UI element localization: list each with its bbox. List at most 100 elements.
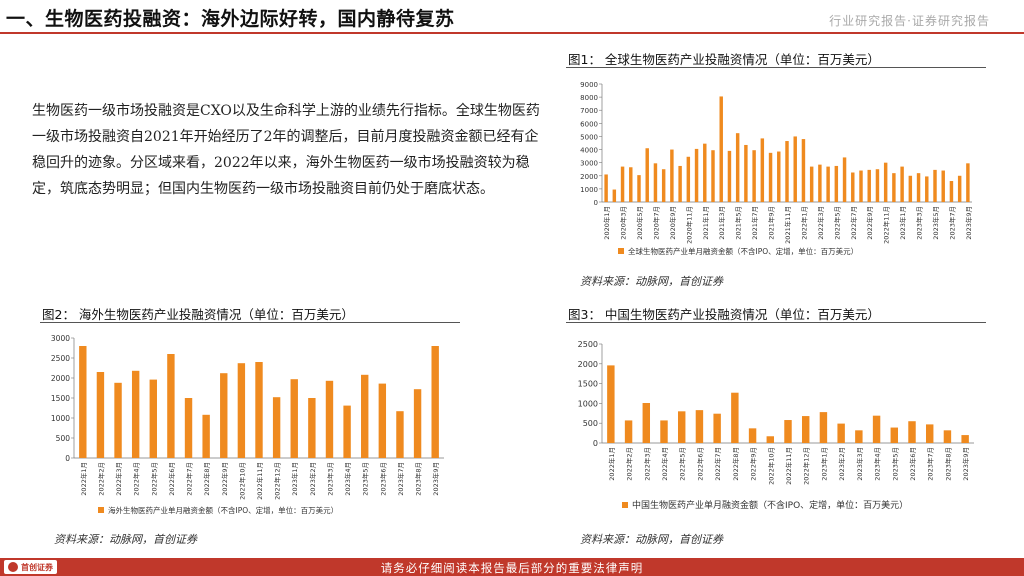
x-tick-label: 2023年1月 (290, 462, 299, 496)
bar (290, 379, 298, 458)
bar (908, 175, 913, 202)
x-tick-label: 2023年5月 (931, 206, 940, 240)
bar (943, 430, 952, 443)
x-tick-label: 2022年3月 (642, 447, 651, 481)
x-tick-label: 2022年4月 (660, 447, 669, 481)
bar (661, 169, 666, 202)
legend-label: 中国生物医药产业单月融资金额（不含IPO、定增，单位：百万美元） (632, 499, 908, 511)
bar (908, 421, 916, 443)
bar (308, 398, 316, 458)
x-tick-label: 2022年1月 (79, 462, 88, 496)
y-tick-label: 2000 (578, 360, 598, 369)
y-tick-label: 1000 (578, 399, 598, 408)
y-tick-label: 0 (594, 199, 598, 207)
figure2-source: 资料来源：动脉网，首创证券 (54, 533, 197, 546)
bar (645, 148, 649, 202)
bar (883, 162, 888, 202)
bar (620, 166, 625, 202)
x-tick-label: 2023年8月 (414, 462, 423, 496)
bar (793, 136, 797, 202)
x-tick-label: 2023年1月 (819, 447, 828, 481)
x-tick-label: 2023年2月 (837, 447, 846, 481)
bar (670, 149, 674, 202)
bar (612, 189, 617, 202)
bar (867, 169, 871, 202)
bar (660, 420, 668, 443)
bar (748, 428, 757, 443)
figure3-chart: 0 500 1000 1500 2000 2500 2022年1月 2022年2月 2022年3… (578, 340, 974, 511)
x-tick-label: 2022年2月 (625, 447, 634, 481)
x-tick-label: 2022年2月 (96, 462, 105, 496)
legend-swatch (618, 248, 624, 254)
bar (785, 141, 789, 202)
x-tick-label: 2021年5月 (734, 206, 743, 240)
x-tick-label: 2022年9月 (865, 206, 874, 240)
x-tick-label: 2022年9月 (749, 447, 758, 481)
x-tick-label: 2021年1月 (701, 206, 710, 240)
body-paragraph: 生物医药一级市场投融资是CXO以及生命科学上游的业绩先行指标。全球生物医药一级市… (32, 103, 540, 197)
x-tick-label: 2022年8月 (202, 462, 211, 496)
bar (642, 403, 651, 443)
figure1-title-rule (566, 67, 986, 68)
figure2-title: 图2： 海外生物医药产业投融资情况（单位：百万美元） (42, 307, 354, 322)
x-tick-label: 2021年7月 (750, 206, 759, 240)
bar (801, 139, 806, 202)
x-tick-label: 2023年7月 (396, 462, 405, 496)
y-tick-label: 6000 (580, 120, 598, 128)
figure3-source: 资料来源：动脉网，首创证券 (580, 533, 723, 546)
bar (396, 411, 404, 458)
bar (677, 411, 686, 443)
figure2-title-rule (40, 322, 460, 323)
bar (624, 420, 633, 443)
bar (925, 424, 934, 443)
bar (607, 365, 615, 443)
bar (744, 144, 748, 202)
bar (961, 435, 969, 443)
bar (809, 166, 814, 202)
x-tick-label: 2022年3月 (114, 462, 123, 496)
bar (957, 175, 962, 202)
bar (826, 166, 830, 202)
bar (114, 382, 122, 458)
x-tick-label: 2023年3月 (325, 462, 334, 496)
bar (801, 416, 810, 443)
bar (202, 414, 210, 458)
bar (966, 163, 970, 202)
bar (719, 96, 723, 202)
bar (837, 423, 845, 443)
y-tick-label: 1000 (51, 414, 70, 423)
bar (220, 373, 228, 458)
x-tick-label: 2023年9月 (964, 206, 973, 240)
x-tick-label: 2023年4月 (873, 447, 882, 481)
x-tick-label: 2022年10月 (766, 447, 775, 485)
bar (735, 133, 740, 202)
bar (890, 427, 899, 443)
x-tick-label: 2022年11月 (784, 447, 793, 485)
bar (325, 380, 334, 458)
x-tick-label: 2022年6月 (695, 447, 704, 481)
bar (413, 389, 422, 458)
y-tick-label: 0 (593, 439, 598, 448)
bar (760, 138, 765, 202)
x-tick-label: 2020年9月 (668, 206, 677, 240)
x-tick-label: 2022年12月 (273, 462, 282, 500)
bar (604, 174, 608, 202)
bar (711, 150, 715, 202)
x-tick-label: 2022年7月 (849, 206, 858, 240)
logo-text: 首创证券 (21, 562, 53, 572)
bar (872, 415, 881, 443)
bar (949, 181, 954, 202)
bar (361, 374, 369, 458)
bar (149, 379, 157, 458)
x-tick-label: 2020年11月 (684, 206, 693, 244)
x-tick-label: 2022年5月 (832, 206, 841, 240)
x-tick-label: 2022年7月 (185, 462, 194, 496)
bar (713, 413, 721, 443)
y-tick-label: 1500 (578, 380, 598, 389)
x-tick-label: 2022年3月 (816, 206, 825, 240)
x-tick-label: 2022年6月 (167, 462, 176, 496)
y-tick-label: 4000 (580, 147, 598, 155)
x-tick-label: 2022年1月 (799, 206, 808, 240)
x-tick-label: 2022年7月 (713, 447, 722, 481)
x-tick-label: 2022年11月 (882, 206, 891, 244)
